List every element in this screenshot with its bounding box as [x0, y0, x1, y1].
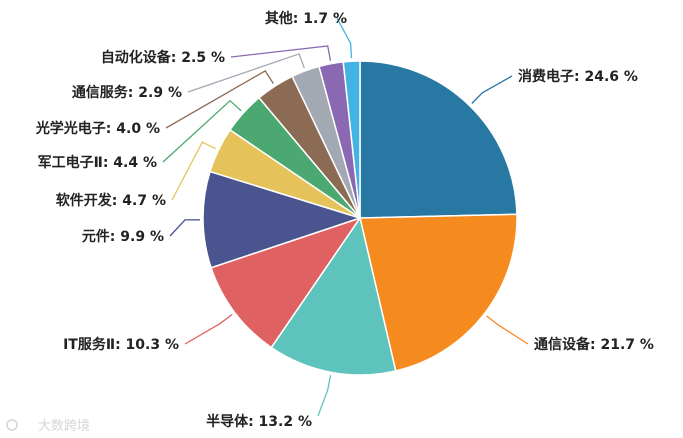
slice-label: 军工电子Ⅱ: 4.4 % [38, 154, 157, 171]
leader-line [162, 99, 242, 163]
slice-label: 元件: 9.9 % [82, 228, 164, 245]
pie-slice [359, 60, 518, 219]
leader-line [165, 70, 274, 129]
slice-label: 通信设备: 21.7 % [534, 336, 654, 353]
leader-line [317, 375, 332, 417]
leader-line [230, 45, 332, 61]
leader-line [336, 17, 353, 59]
pie-slices [202, 60, 518, 376]
leader-lines [162, 17, 529, 417]
leader-line [187, 53, 305, 93]
slice-label: 消费电子: 24.6 % [518, 68, 638, 85]
slice-labels: 消费电子: 24.6 % 通信设备: 21.7 % 半导体: 13.2 % IT服务Ⅱ… [35, 10, 654, 430]
leader-line [184, 313, 233, 345]
slice-label: 半导体: 13.2 % [206, 413, 312, 430]
pie-slice [342, 60, 361, 219]
slice-label: IT服务Ⅱ: 10.3 % [63, 336, 179, 353]
pie-slice [270, 216, 397, 376]
pie-slice [359, 213, 518, 372]
leader-line [486, 315, 529, 345]
watermark-logo-icon [6, 419, 18, 431]
leader-line [471, 75, 513, 104]
slice-label: 自动化设备: 2.5 % [101, 49, 225, 66]
leader-line [169, 219, 201, 237]
slice-label: 光学光电子: 4.0 % [35, 120, 160, 137]
watermark-text: 大数跨境 [38, 419, 90, 434]
leader-line [171, 141, 217, 201]
slice-label: 软件开发: 4.7 % [56, 192, 166, 209]
watermark: 大数跨境 [6, 419, 90, 434]
slice-label: 通信服务: 2.9 % [72, 84, 182, 101]
pie-slice [202, 170, 363, 269]
slice-label: 其他: 1.7 % [265, 10, 347, 27]
pie-slice [210, 216, 362, 349]
